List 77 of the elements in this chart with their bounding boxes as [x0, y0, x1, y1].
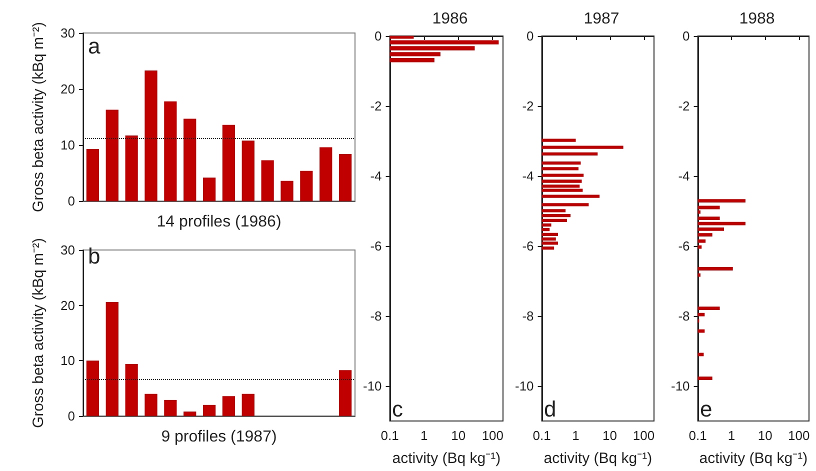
x-tick-label: 10	[758, 428, 772, 443]
y-tick-label: 0	[68, 194, 75, 209]
y-tick-label: -8	[678, 308, 690, 324]
y-tick-label: -2	[678, 98, 690, 114]
x-tick-label: 0.1	[380, 428, 399, 443]
y-tick-label: 10	[60, 138, 75, 153]
bar	[164, 101, 177, 202]
annotation: a	[88, 34, 101, 58]
x-axis-title: activity (Bq kg⁻¹)	[392, 450, 501, 467]
bar	[222, 396, 236, 416]
bar	[242, 394, 254, 416]
x-tick-label: 1	[728, 428, 736, 443]
y-tick-label: -10	[514, 378, 534, 394]
bar	[261, 160, 274, 202]
bar	[86, 148, 100, 202]
x-axis-title: activity (Bq kg⁻¹)	[699, 450, 808, 467]
y-tick-label: 20	[60, 298, 75, 313]
bar	[222, 124, 236, 202]
x-tick-label: 0.1	[688, 428, 707, 443]
x-tick-label: 0.1	[532, 428, 551, 443]
y-tick-label: -10	[670, 378, 690, 394]
bar	[242, 140, 254, 202]
bar	[144, 394, 158, 416]
y-tick-label: 0	[68, 408, 75, 424]
y-tick-label: -8	[522, 308, 534, 324]
chart-title: 1986	[432, 10, 468, 28]
y-tick-label: -8	[370, 308, 382, 324]
chart-title: 1988	[739, 10, 775, 28]
x-tick-label: 100	[788, 428, 810, 443]
x-axis-title: activity (Bq kg⁻¹)	[544, 450, 652, 467]
y-tick-label: -4	[678, 168, 690, 184]
y-tick-label: 0	[526, 28, 534, 44]
x-tick-label: 1	[572, 428, 580, 443]
annotation: c	[392, 396, 403, 422]
annotation: e	[700, 396, 712, 422]
bar	[280, 180, 294, 202]
y-tick-label: 10	[60, 353, 75, 368]
y-tick-label: 20	[60, 82, 75, 97]
x-tick-label: 1	[420, 428, 428, 443]
y-axis-title: Gross beta activity (kBq m⁻²)	[30, 238, 47, 428]
bar	[338, 154, 352, 202]
annotation: b	[88, 244, 100, 268]
bar	[125, 136, 138, 202]
x-axis-title: 14 profiles (1986)	[156, 214, 282, 230]
y-tick-label: -2	[370, 98, 382, 114]
annotation: d	[544, 396, 556, 422]
bar	[144, 70, 158, 202]
x-tick-label: 10	[602, 428, 618, 443]
x-tick-label: 10	[451, 428, 466, 443]
y-axis-title: Gross beta activity (kBq m⁻²)	[30, 22, 47, 212]
bar	[125, 364, 138, 416]
bar	[300, 170, 313, 202]
y-tick-label: 0	[682, 28, 690, 44]
bar	[106, 302, 118, 416]
bar	[106, 110, 118, 202]
x-tick-label: 100	[482, 428, 504, 443]
y-tick-label: 0	[374, 28, 382, 44]
y-tick-label: -4	[522, 168, 534, 184]
bar	[338, 370, 352, 416]
bar	[184, 118, 196, 202]
chart-title: 1987	[584, 10, 620, 28]
bar	[164, 400, 177, 416]
x-axis-title: 9 profiles (1987)	[161, 428, 277, 446]
x-tick-label: 100	[632, 428, 655, 443]
y-tick-label: -4	[370, 168, 382, 184]
y-tick-label: -6	[370, 238, 382, 254]
y-tick-label: -10	[362, 378, 382, 394]
y-tick-label: -6	[522, 238, 534, 254]
y-tick-label: 30	[60, 242, 75, 258]
bar	[184, 412, 196, 416]
y-tick-label: 30	[60, 26, 75, 40]
bar	[202, 178, 216, 202]
y-tick-label: -6	[678, 238, 690, 254]
y-tick-label: -2	[522, 98, 534, 114]
bar	[320, 147, 332, 202]
bar	[86, 360, 100, 416]
bar	[202, 404, 216, 416]
